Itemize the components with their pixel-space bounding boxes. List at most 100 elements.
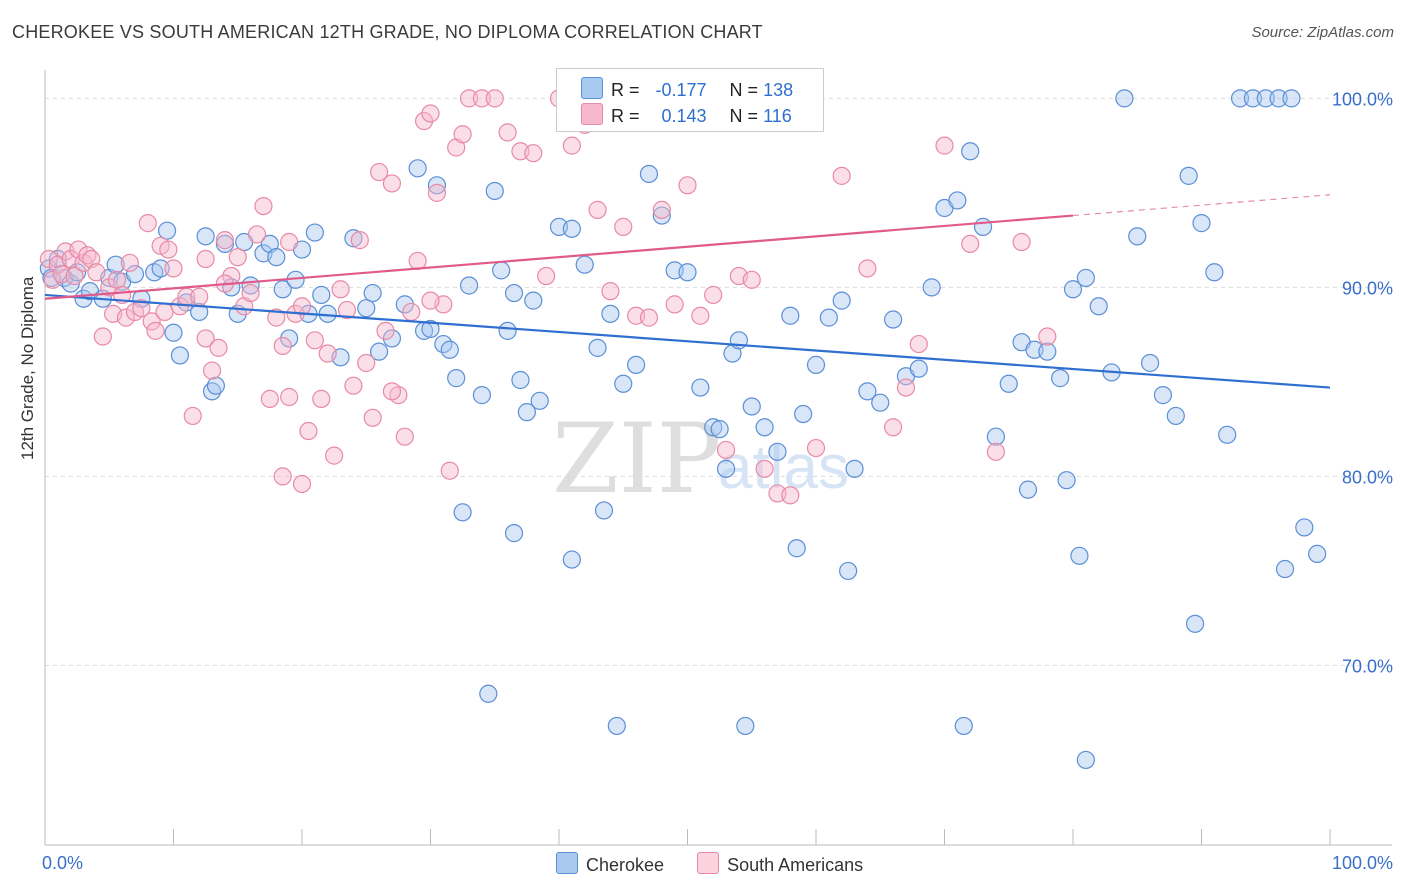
- south-american-point: [280, 232, 299, 252]
- south-american-point: [215, 231, 234, 250]
- r-label: R =: [611, 106, 640, 126]
- cherokee-point: [125, 265, 145, 284]
- south-american-point: [337, 300, 357, 320]
- cherokee-point: [575, 255, 594, 274]
- cherokee-point: [948, 191, 967, 210]
- cherokee-point: [305, 223, 324, 242]
- south-american-point: [363, 408, 382, 427]
- cherokee-point: [267, 248, 286, 267]
- south-american-point: [357, 353, 376, 373]
- cherokee-point: [1153, 386, 1173, 405]
- south-american-point: [146, 321, 165, 340]
- cherokee-point: [1192, 214, 1211, 233]
- south-american-point: [986, 442, 1006, 461]
- cherokee-point: [504, 283, 524, 303]
- cherokee-point: [344, 229, 363, 248]
- cherokee-point: [1128, 227, 1147, 246]
- south-american-point: [1038, 327, 1057, 346]
- south-american-point: [858, 259, 877, 278]
- cherokee-point: [594, 501, 614, 520]
- south-american-point: [196, 329, 215, 348]
- cherokee-point: [626, 355, 646, 374]
- cherokee-point: [472, 386, 491, 405]
- south-american-point: [614, 217, 633, 236]
- south-american-point: [107, 270, 127, 289]
- south-american-point: [267, 308, 286, 327]
- cherokee-point: [954, 716, 973, 736]
- south-american-point: [292, 474, 312, 494]
- south-american-point: [382, 382, 402, 401]
- watermark-zip: ZIP: [552, 403, 721, 515]
- south-american-point: [691, 306, 710, 325]
- y-tick-label: 90.0%: [1342, 278, 1393, 298]
- cherokee-point: [1218, 425, 1237, 444]
- cherokee-point: [196, 227, 215, 246]
- south-american-point: [120, 253, 139, 272]
- cherokee-point: [922, 278, 941, 297]
- cherokee-point: [1269, 89, 1288, 108]
- cherokee-point: [453, 503, 472, 522]
- cherokee-swatch: [556, 852, 578, 874]
- cherokee-point: [511, 370, 530, 390]
- cherokee-point: [170, 346, 190, 365]
- cherokee-point: [716, 459, 736, 478]
- south-american-point: [382, 174, 402, 193]
- n-value-south: 116: [763, 106, 792, 126]
- south-american-trend-line: [44, 214, 1074, 300]
- cherokee-point: [1063, 280, 1083, 299]
- n-label: N =: [729, 106, 759, 126]
- cherokee-point: [1051, 369, 1070, 388]
- south-american-point: [562, 136, 581, 155]
- south-american-point: [704, 285, 723, 305]
- cherokee-point: [427, 176, 447, 195]
- legend-row-cherokee: R = -0.177 N = 138: [581, 77, 793, 101]
- cherokee-point: [839, 561, 858, 581]
- cherokee-point: [883, 310, 903, 329]
- cherokee-point: [106, 255, 125, 274]
- cherokee-point: [961, 142, 980, 161]
- south-american-point: [331, 280, 350, 299]
- south-american-point: [896, 378, 916, 397]
- cherokee-point: [1070, 546, 1089, 565]
- south-american-point: [93, 327, 112, 346]
- r-value-cherokee: -0.177: [655, 80, 707, 100]
- south-american-point: [254, 196, 273, 216]
- cherokee-point: [819, 308, 838, 327]
- cherokee-point: [280, 329, 299, 348]
- legend-label-south: South Americans: [727, 855, 864, 875]
- cherokee-point: [363, 283, 382, 303]
- south-american-point: [138, 214, 157, 233]
- cherokee-point: [736, 716, 755, 736]
- south-american-point: [325, 446, 344, 465]
- cherokee-point: [492, 261, 511, 280]
- south-american-point: [678, 176, 697, 195]
- cherokee-point: [1089, 297, 1108, 316]
- south-swatch: [581, 103, 603, 125]
- cherokee-point: [986, 427, 1006, 446]
- cherokee-point: [806, 355, 826, 374]
- cherokee-point: [164, 323, 183, 342]
- cherokee-point: [447, 369, 466, 388]
- south-american-point: [421, 104, 440, 123]
- cherokee-point: [1076, 268, 1095, 288]
- south-american-point: [318, 344, 337, 363]
- cherokee-point: [157, 221, 177, 240]
- south-american-point: [116, 308, 136, 327]
- n-label: N =: [729, 80, 759, 100]
- cherokee-point: [357, 299, 376, 318]
- r-value-south: 0.143: [661, 106, 707, 126]
- legend-item-cherokee: Cherokee: [556, 852, 664, 876]
- cherokee-point: [530, 391, 549, 410]
- south-swatch: [697, 852, 720, 874]
- cherokee-point: [871, 393, 890, 412]
- cherokee-point: [382, 329, 402, 348]
- south-american-point: [87, 263, 106, 282]
- south-american-point: [247, 225, 267, 244]
- cherokee-point: [485, 181, 504, 201]
- cherokee-point: [794, 404, 813, 424]
- south-american-point: [472, 89, 491, 108]
- cherokee-point: [190, 302, 209, 322]
- legend-row-south: R = 0.143 N = 116: [581, 103, 792, 127]
- cherokee-point: [999, 374, 1018, 393]
- south-american-point: [498, 123, 517, 142]
